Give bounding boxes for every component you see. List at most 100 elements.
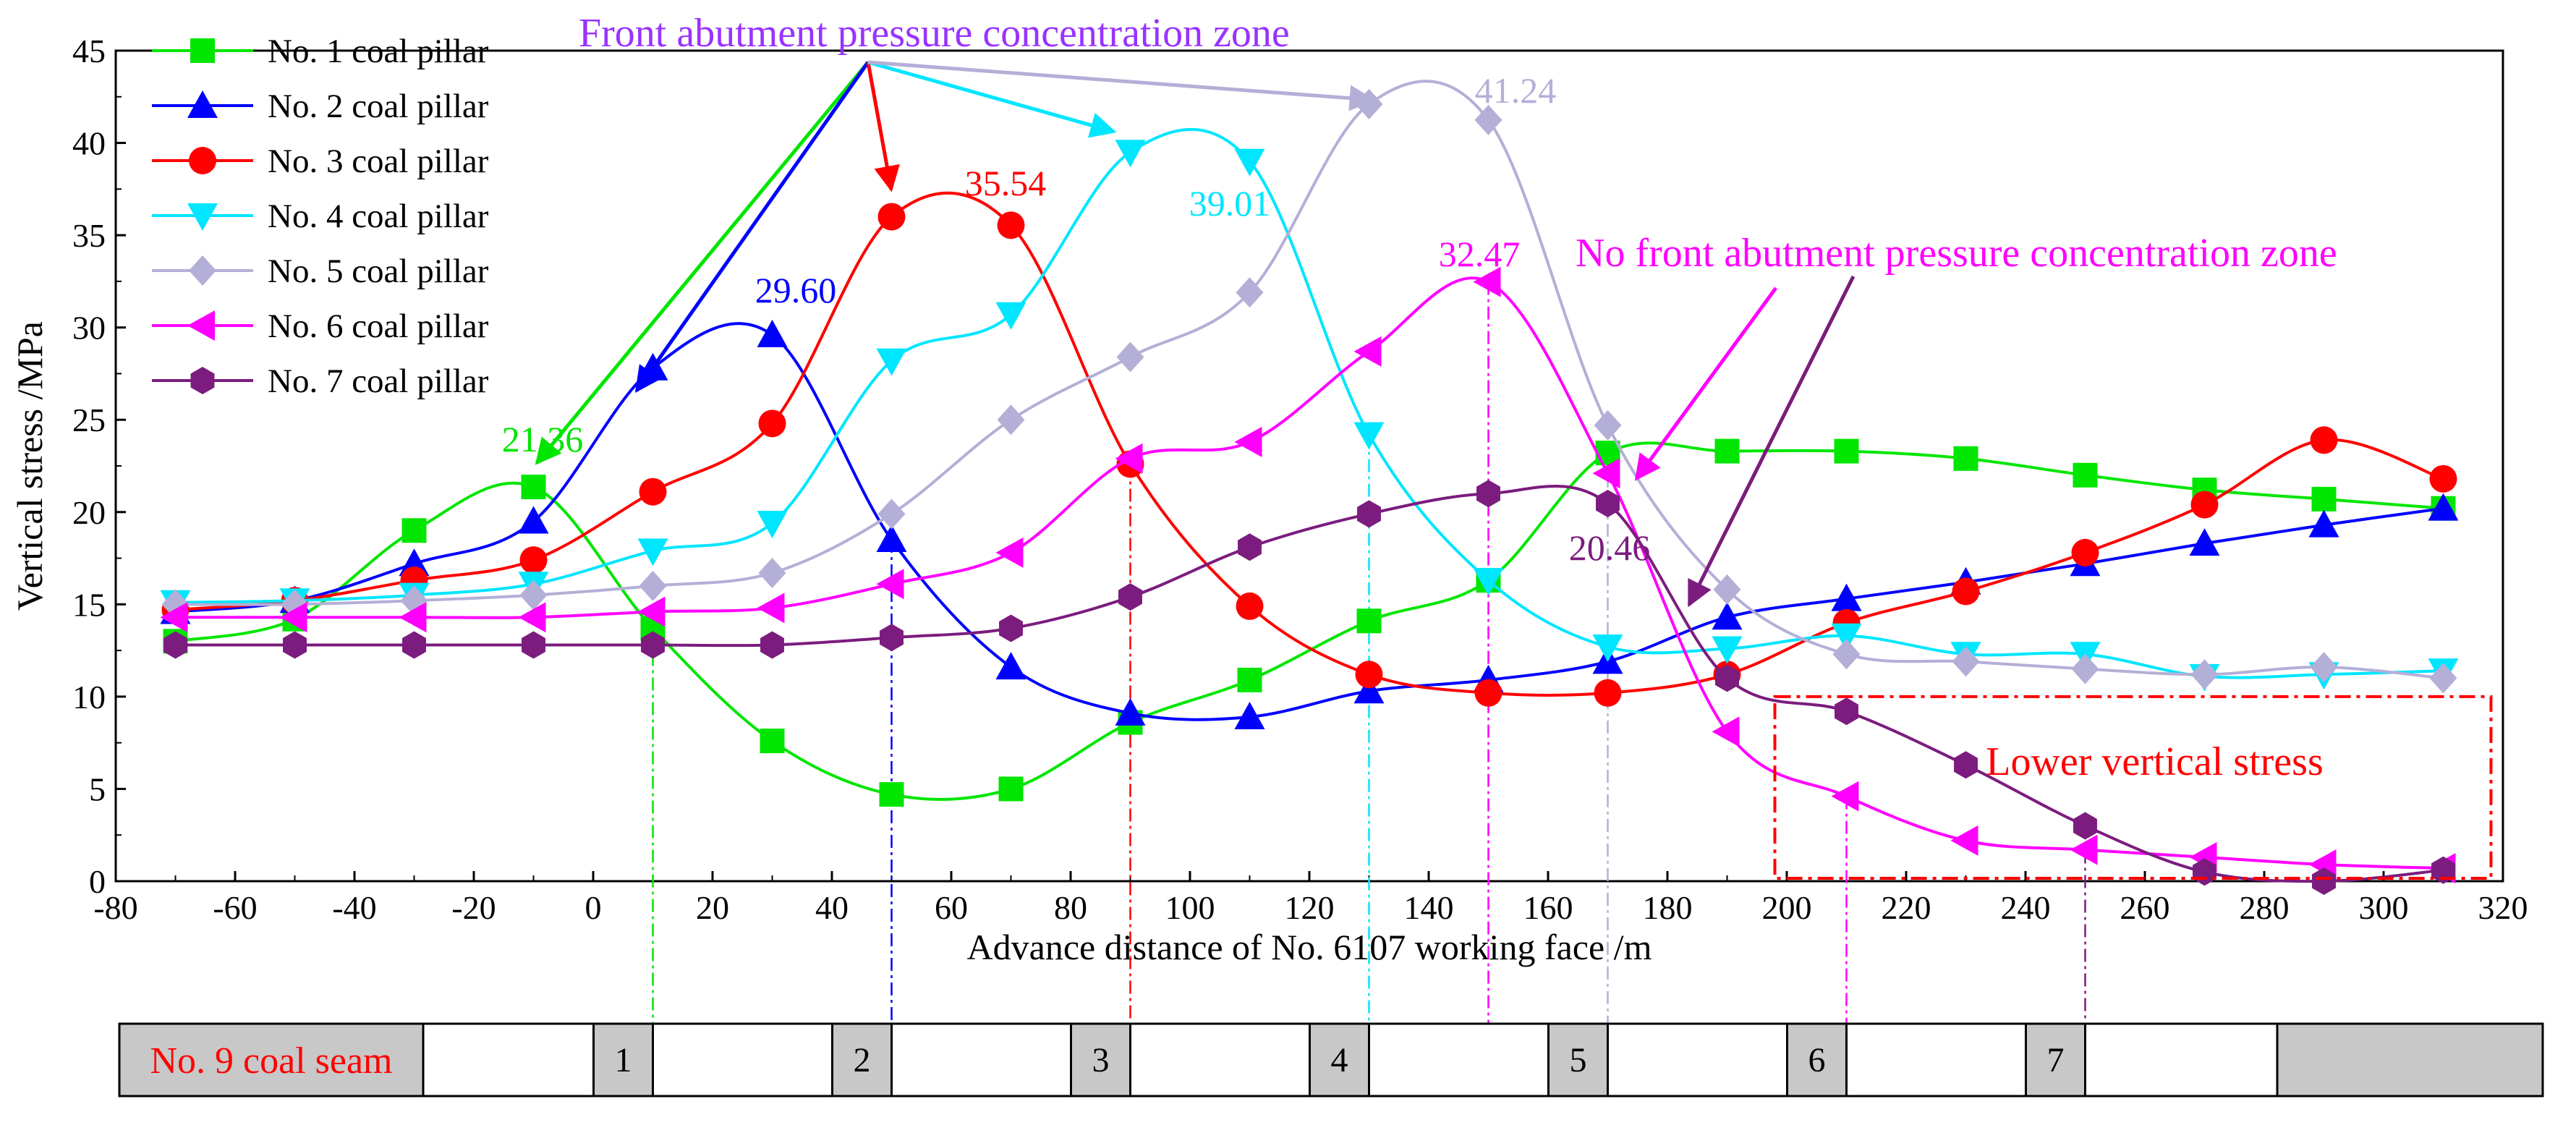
data-point [521, 475, 546, 500]
series-line [175, 485, 2444, 883]
data-point [522, 631, 545, 659]
data-point [1474, 679, 1502, 707]
data-point [1594, 409, 1622, 441]
data-point [1234, 701, 1265, 729]
x-tick-label: 300 [2359, 889, 2409, 926]
coal-pillar-box [1786, 1022, 1848, 1098]
x-tick-label: 80 [1054, 889, 1087, 926]
data-point [877, 498, 906, 530]
arrow-purple [1687, 275, 1856, 608]
coal-pillar-number: 7 [2047, 1041, 2065, 1079]
data-point [1355, 661, 1383, 689]
data-point [995, 302, 1026, 330]
coal-pillar-number: 6 [1808, 1041, 1826, 1079]
data-point [879, 782, 904, 807]
series-6 [160, 266, 2456, 884]
data-point [1831, 583, 1862, 611]
arrow-green [535, 61, 870, 465]
data-point [1953, 446, 1978, 471]
legend-item: No. 2 coal pillar [152, 88, 489, 125]
data-point [399, 602, 427, 633]
data-point [283, 631, 307, 659]
data-point [2071, 538, 2099, 566]
legend-item: No. 5 coal pillar [152, 252, 489, 290]
data-point [1115, 697, 1146, 726]
x-tick-label: -60 [213, 889, 257, 926]
coal-pillar-number: 2 [854, 1041, 871, 1079]
coal-pillar-box [831, 1022, 893, 1098]
x-tick-label: 20 [696, 889, 729, 926]
data-point [2071, 653, 2099, 684]
legend-marker [189, 147, 216, 174]
x-tick-label: 60 [935, 889, 968, 926]
legend-label: No. 3 coal pillar [268, 143, 489, 180]
coal-pillar-number: 4 [1331, 1041, 1348, 1079]
coal-pillar-box [592, 1022, 654, 1098]
x-tick-label: 220 [1882, 889, 1931, 926]
data-point [1713, 574, 1741, 605]
data-point [1835, 697, 1858, 726]
data-point [757, 319, 788, 347]
data-point [2190, 491, 2219, 519]
data-point [1714, 438, 1740, 464]
y-axis-title: Vertical stress /MPa [9, 321, 50, 611]
series-5 [161, 80, 2457, 694]
coal-pillar-number: 3 [1092, 1041, 1110, 1079]
data-point [1115, 443, 1143, 474]
data-point [1834, 438, 1859, 464]
y-tick-label: 10 [72, 679, 106, 716]
legend-item: No. 7 coal pillar [152, 362, 489, 400]
peak-label: 29.60 [755, 270, 837, 310]
arrow-red [866, 61, 900, 192]
data-point [2310, 652, 2338, 683]
y-tick-label: 30 [72, 310, 106, 347]
peak-label: 35.54 [965, 163, 1047, 203]
data-point [1952, 646, 1980, 677]
x-tick-label: 120 [1285, 889, 1335, 926]
series-line [175, 80, 2444, 680]
data-point [1952, 577, 1980, 606]
data-point [997, 404, 1025, 436]
data-point [1237, 667, 1262, 692]
data-point [1118, 583, 1142, 611]
y-tick-label: 35 [72, 217, 106, 254]
arrow-blue [634, 61, 870, 393]
data-point [1474, 104, 1502, 135]
legend-item: No. 1 coal pillar [152, 33, 489, 70]
data-point [1473, 266, 1501, 297]
data-point [997, 211, 1025, 239]
data-point [757, 511, 788, 539]
peak-label: 20.46 [1569, 527, 1651, 568]
data-point [2312, 867, 2336, 895]
peak-label: 32.47 [1439, 234, 1521, 274]
legend-marker [187, 203, 218, 231]
lower-stress-label: Lower vertical stress [1986, 739, 2323, 784]
legend-marker [190, 38, 215, 63]
peak-label: 41.24 [1475, 70, 1557, 111]
series-line [175, 127, 2444, 679]
x-tick-label: 180 [1643, 889, 1693, 926]
data-point [2073, 462, 2098, 488]
data-point [2073, 812, 2097, 840]
x-tick-label: 320 [2478, 889, 2528, 926]
data-point [639, 477, 667, 506]
y-tick-label: 20 [72, 494, 106, 531]
data-point [1473, 568, 1504, 596]
data-point [637, 538, 668, 566]
series-line [175, 322, 2444, 721]
data-point [2311, 486, 2337, 511]
data-point [2190, 659, 2219, 690]
x-tick-label: 240 [2001, 889, 2051, 926]
data-point [1236, 277, 1264, 308]
data-point [1356, 608, 1382, 634]
data-point [1715, 664, 1739, 692]
gob-area-box [2276, 1022, 2544, 1098]
data-point [637, 596, 666, 627]
coal-pillar-number: 1 [615, 1041, 632, 1079]
y-tick-label: 15 [72, 586, 106, 623]
data-point [760, 729, 785, 754]
x-tick-label: 0 [585, 889, 602, 926]
data-point [877, 203, 906, 231]
data-point [995, 537, 1024, 568]
y-tick-label: 40 [72, 125, 106, 162]
